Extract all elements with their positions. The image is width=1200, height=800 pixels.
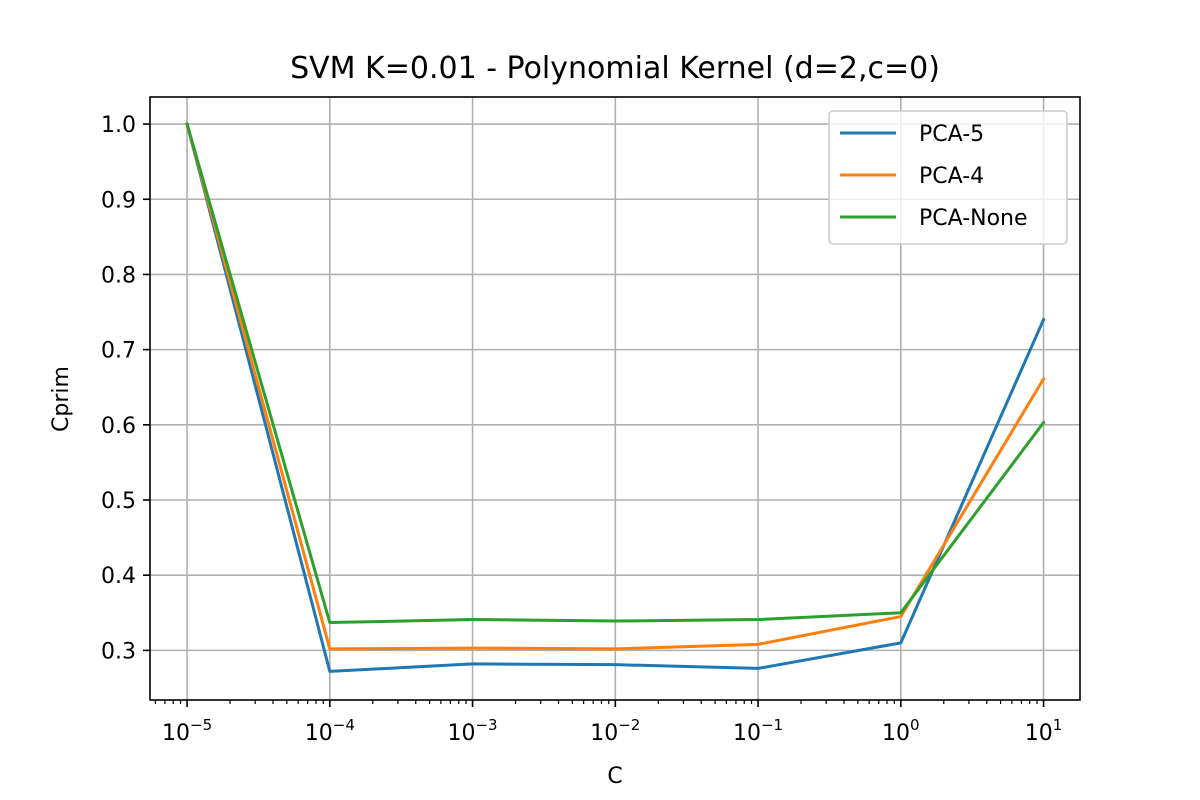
x-tick-label: 10−3 <box>447 716 497 746</box>
chart-title: SVM K=0.01 - Polynomial Kernel (d=2,c=0) <box>290 51 940 86</box>
x-axis-label: C <box>607 764 622 789</box>
y-tick-label: 0.7 <box>101 339 136 364</box>
y-tick-label: 1.0 <box>101 113 136 138</box>
y-axis-label: Cprim <box>49 366 74 432</box>
y-axis-ticks: 0.3 0.4 0.5 0.6 0.7 0.8 0.9 1.0 <box>101 113 150 664</box>
y-tick-label: 0.6 <box>101 414 136 439</box>
series-line-pca-4 <box>185 122 1046 651</box>
x-tick-label: 101 <box>1025 716 1063 746</box>
y-tick-label: 0.8 <box>101 263 136 288</box>
x-tick-label: 10−5 <box>162 716 212 746</box>
x-tick-label: 10−1 <box>733 716 783 746</box>
x-tick-label: 10−2 <box>590 716 640 746</box>
series-lines <box>185 122 1046 673</box>
legend-label: PCA-4 <box>919 164 984 189</box>
legend-box <box>828 110 1068 245</box>
legend-label: PCA-5 <box>919 122 984 147</box>
x-axis-ticks: 10−5 10−4 10−3 10−2 10−1 100 101 <box>154 700 1063 746</box>
x-tick-label: 100 <box>882 716 920 746</box>
x-tick-label: 10−4 <box>305 716 355 746</box>
y-tick-label: 0.5 <box>101 489 136 514</box>
series-line-pca-none <box>185 122 1046 625</box>
series-line-pca-5 <box>185 122 1046 673</box>
legend-label: PCA-None <box>919 206 1028 231</box>
y-tick-label: 0.3 <box>101 639 136 664</box>
legend: PCA-5 PCA-4 PCA-None <box>828 110 1068 245</box>
y-tick-label: 0.4 <box>101 564 136 589</box>
y-tick-label: 0.9 <box>101 188 136 213</box>
